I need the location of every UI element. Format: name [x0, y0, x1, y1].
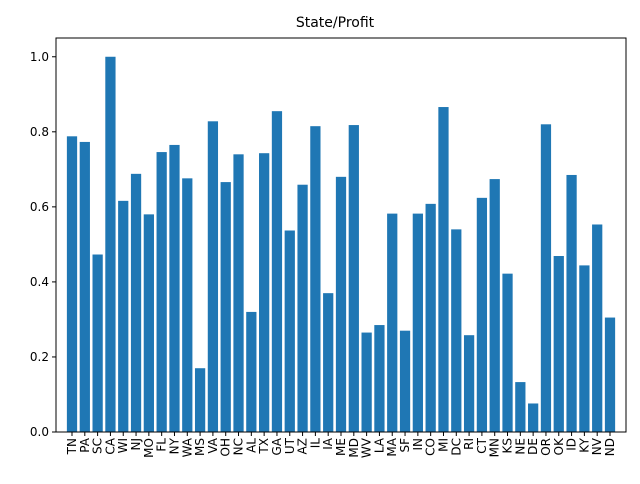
x-tick-label: TX [257, 438, 271, 455]
x-tick-label: NC [232, 438, 246, 455]
plot-area-frame [55, 37, 627, 433]
y-tick-label: 0.8 [30, 125, 49, 139]
y-tick-label: 1.0 [30, 50, 49, 64]
x-tick-label: TN [65, 438, 79, 455]
x-tick-label: ME [334, 438, 348, 456]
bar-or [540, 124, 552, 433]
x-tick-label: MN [488, 438, 502, 457]
x-tick-label: ID [565, 438, 579, 451]
bar-dc [451, 229, 462, 432]
bar-me [335, 176, 347, 432]
x-tick-label: NE [513, 438, 527, 455]
x-tick-label: VA [206, 437, 220, 453]
x-tick-label: AZ [296, 438, 310, 454]
x-tick-label: MA [385, 437, 399, 456]
bar-al [246, 311, 257, 432]
x-tick-label: NY [167, 437, 181, 454]
x-tick-label: WV [360, 437, 374, 458]
bar-il [310, 126, 321, 433]
bar-la [374, 325, 385, 432]
bar-co [425, 203, 436, 432]
bar-in [412, 213, 423, 432]
bar-wa [182, 178, 193, 432]
x-tick-label: MI [436, 438, 450, 452]
bar-ga [271, 111, 283, 433]
bar-nd [604, 317, 616, 432]
bar-va [207, 121, 219, 433]
x-tick-label: OH [219, 438, 233, 456]
x-axis: TNPASCCAWINJMOFLNYWAMSVAOHNCALTXGAUTAZIL… [65, 432, 617, 458]
x-tick-label: DC [449, 438, 463, 456]
bar-sc [92, 254, 103, 432]
bar-md [348, 125, 359, 432]
x-tick-label: KS [501, 438, 515, 454]
y-tick-label: 0.2 [30, 350, 49, 364]
x-tick-label: OR [539, 438, 553, 456]
bar-sf [399, 330, 411, 432]
bars-group [66, 56, 616, 433]
bar-mo [143, 214, 154, 432]
chart-title: State/Profit [296, 15, 375, 31]
bar-ny [169, 144, 180, 432]
x-tick-label: GA [270, 437, 284, 455]
bar-wv [361, 332, 372, 432]
y-tick-label: 0.6 [30, 200, 49, 214]
x-tick-label: CO [424, 438, 438, 456]
bar-ma [387, 213, 398, 432]
x-tick-label: MO [142, 438, 156, 458]
x-tick-label: PA [78, 437, 92, 452]
x-tick-label: IN [411, 438, 425, 451]
x-tick-label: CT [475, 437, 489, 453]
x-tick-label: DE [526, 438, 540, 455]
bar-mn [489, 179, 500, 432]
x-tick-label: LA [372, 437, 386, 453]
x-tick-label: UT [283, 437, 297, 454]
y-axis: 0.0 0.2 0.4 0.6 0.8 1.0 [30, 50, 56, 439]
x-tick-label: CA [103, 437, 117, 454]
bar-ks [502, 273, 513, 432]
bar-tn [66, 136, 78, 432]
bar-nc [233, 154, 244, 432]
bar-az [297, 184, 308, 432]
y-tick-label: 0.4 [30, 275, 49, 289]
bar-tx [259, 153, 270, 432]
x-tick-label: FL [155, 438, 169, 452]
bar-nv [592, 224, 603, 432]
bar-nj [130, 173, 142, 432]
x-tick-label: AL [244, 438, 258, 453]
bar-de [528, 403, 539, 432]
x-tick-label: WA [180, 437, 194, 457]
y-tick-label: 0.0 [30, 425, 49, 439]
bar-ct [476, 197, 488, 432]
bar-ia [323, 293, 334, 432]
x-tick-label: KY [577, 437, 591, 452]
x-tick-label: ND [603, 438, 617, 456]
x-tick-label: OK [552, 437, 566, 455]
x-tick-label: MD [347, 438, 361, 458]
bar-mi [438, 107, 449, 432]
bar-oh [220, 182, 231, 432]
bar-wi [118, 200, 129, 432]
bar-ne [515, 382, 526, 432]
bar-fl [156, 152, 167, 432]
bar-ok [553, 256, 564, 432]
x-tick-label: NJ [129, 438, 143, 451]
x-tick-label: MS [193, 438, 207, 456]
x-tick-label: IL [308, 438, 322, 449]
x-tick-label: WI [116, 438, 130, 453]
bar-id [566, 174, 577, 432]
bar-ca [105, 56, 116, 432]
bar-ms [194, 368, 206, 432]
bar-ky [579, 265, 590, 432]
bar-ut [284, 230, 295, 432]
x-tick-label: RI [462, 438, 476, 450]
x-tick-label: IA [321, 437, 335, 450]
x-tick-label: NV [590, 437, 604, 455]
bar-pa [79, 141, 90, 432]
bar-ri [463, 335, 475, 432]
x-tick-label: SC [91, 438, 105, 454]
x-tick-label: SF [398, 438, 412, 453]
